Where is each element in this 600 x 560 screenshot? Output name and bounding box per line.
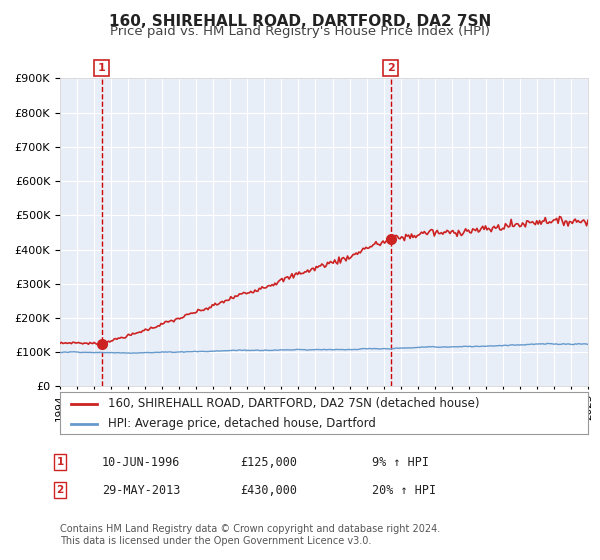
Text: 160, SHIREHALL ROAD, DARTFORD, DA2 7SN: 160, SHIREHALL ROAD, DARTFORD, DA2 7SN [109,14,491,29]
Text: £125,000: £125,000 [240,455,297,469]
Text: 2: 2 [56,485,64,495]
Text: 160, SHIREHALL ROAD, DARTFORD, DA2 7SN (detached house): 160, SHIREHALL ROAD, DARTFORD, DA2 7SN (… [107,397,479,410]
Text: 1: 1 [98,63,106,73]
Text: 2: 2 [387,63,394,73]
Text: 1: 1 [56,457,64,467]
Text: 10-JUN-1996: 10-JUN-1996 [102,455,181,469]
Text: 20% ↑ HPI: 20% ↑ HPI [372,483,436,497]
Text: Contains HM Land Registry data © Crown copyright and database right 2024.
This d: Contains HM Land Registry data © Crown c… [60,524,440,546]
Text: 9% ↑ HPI: 9% ↑ HPI [372,455,429,469]
Text: £430,000: £430,000 [240,483,297,497]
Text: 29-MAY-2013: 29-MAY-2013 [102,483,181,497]
Text: Price paid vs. HM Land Registry's House Price Index (HPI): Price paid vs. HM Land Registry's House … [110,25,490,38]
Text: HPI: Average price, detached house, Dartford: HPI: Average price, detached house, Dart… [107,417,376,430]
